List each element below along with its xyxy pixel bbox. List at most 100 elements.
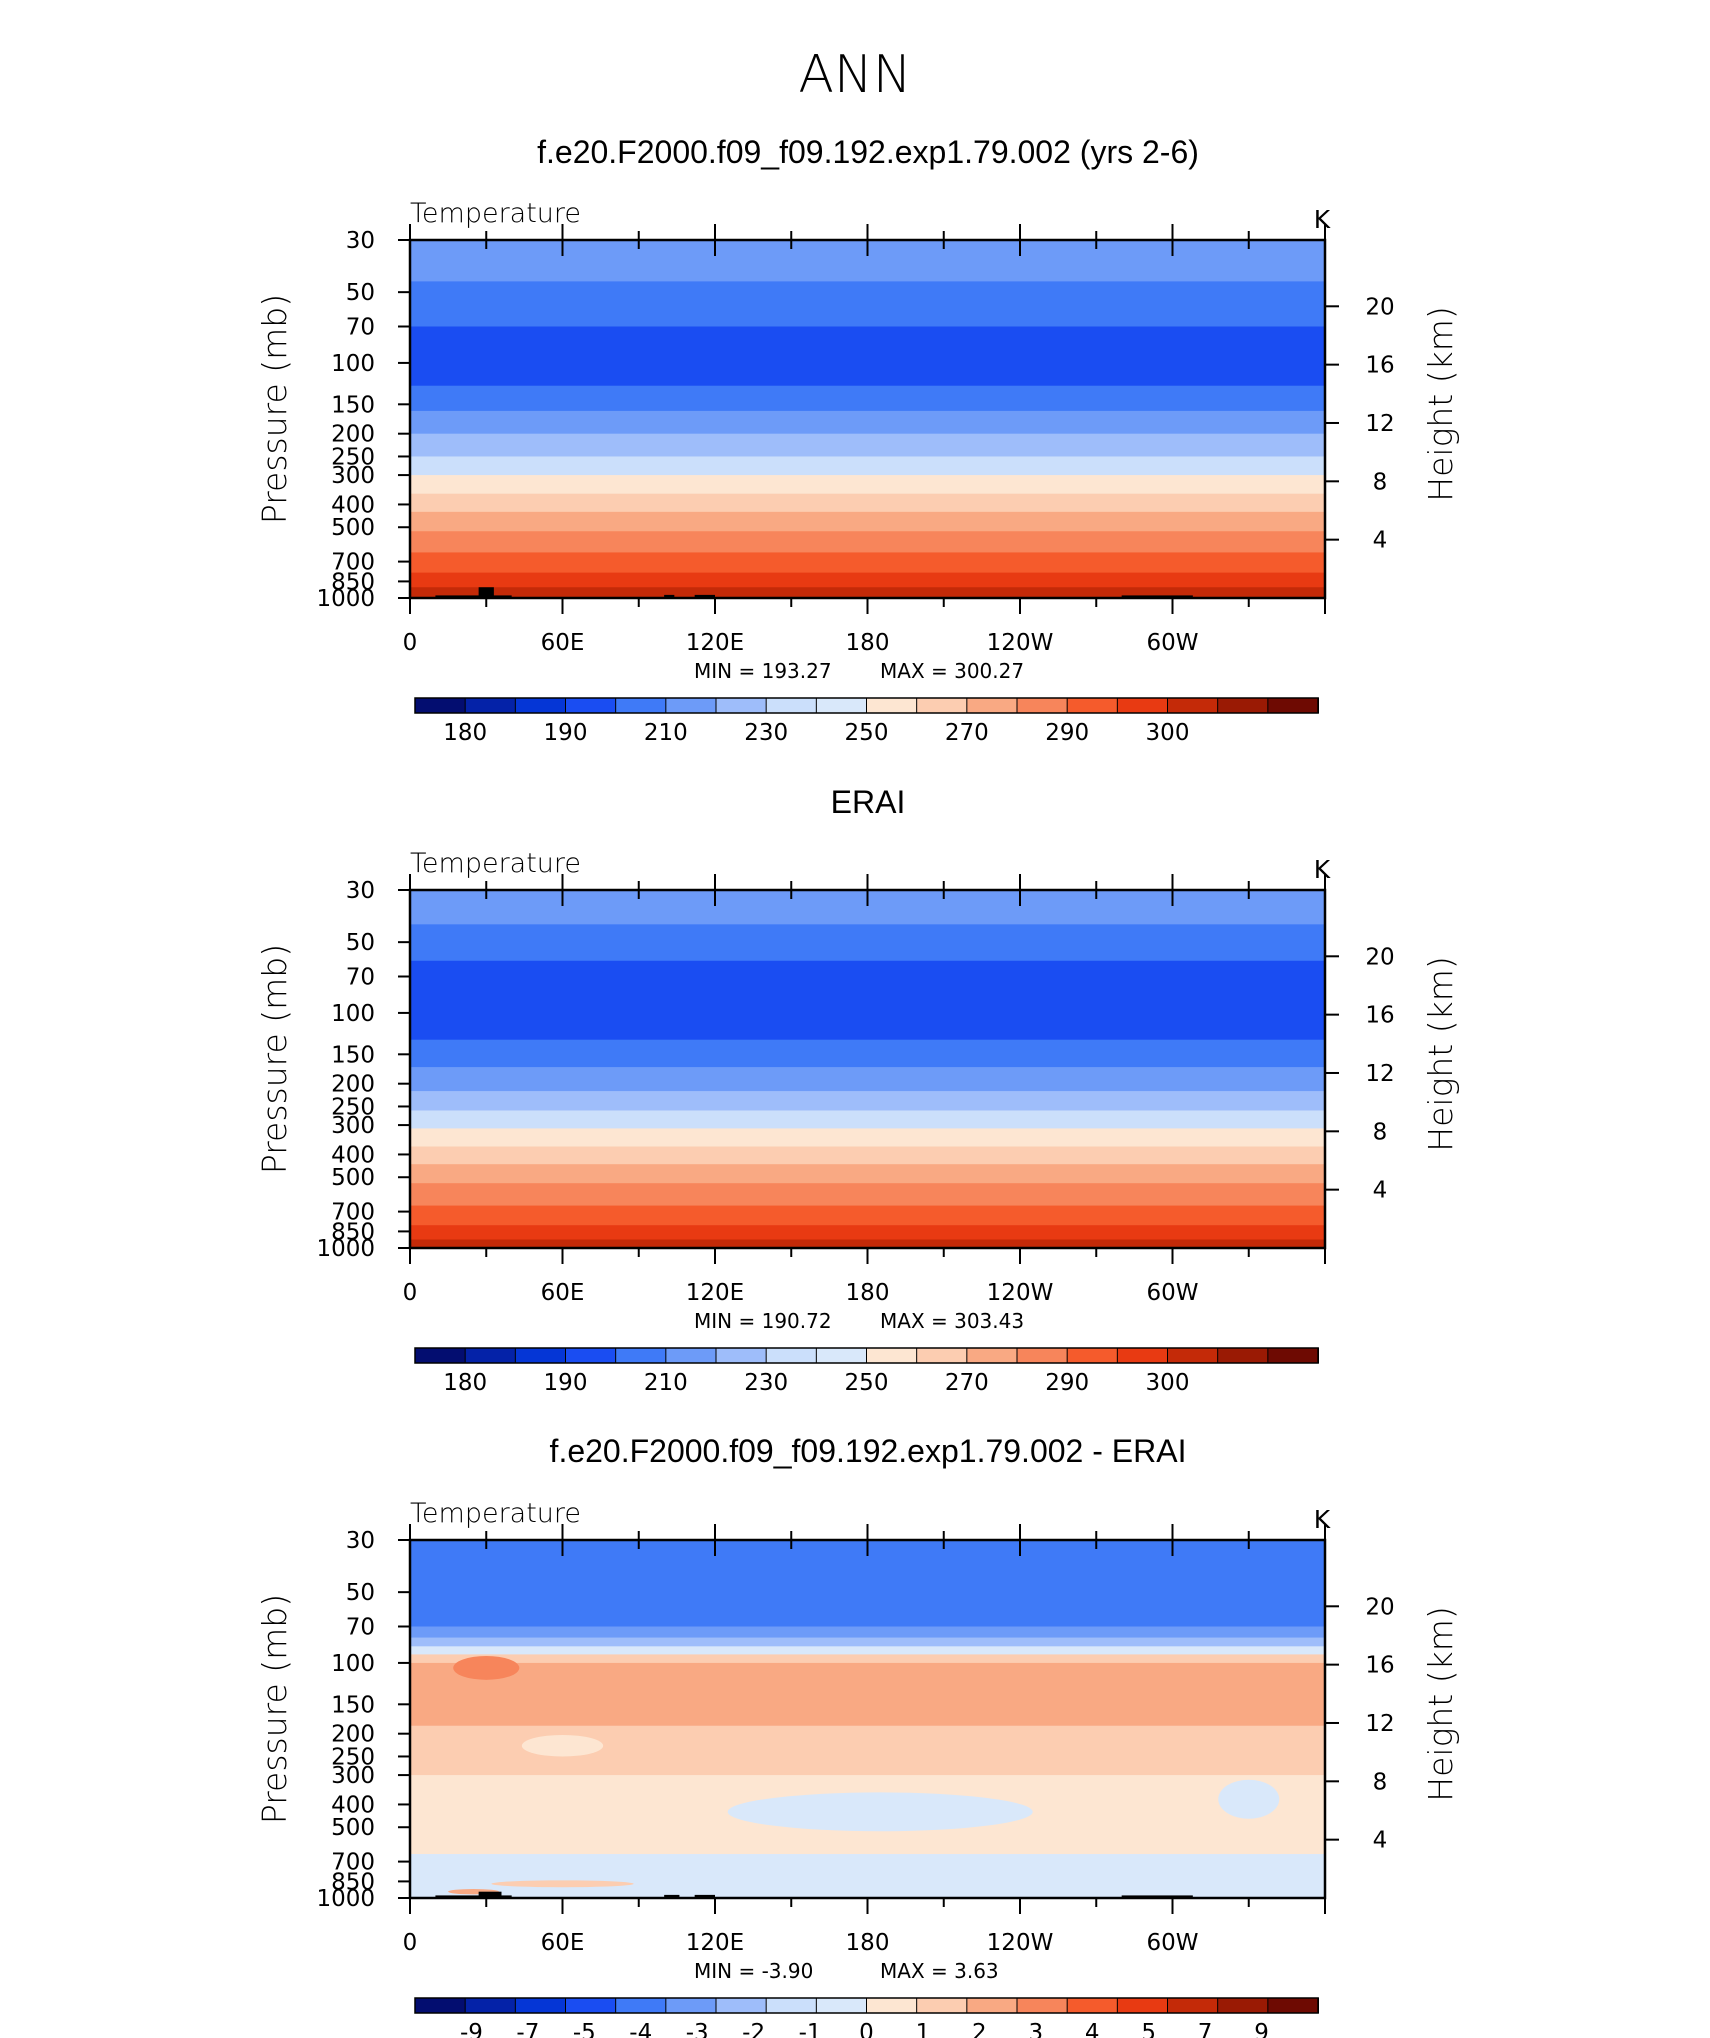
colorbar-frame	[414, 697, 1319, 714]
colorbar-tick-label: 7	[1198, 2020, 1213, 2038]
y-tick-label: 200	[331, 1722, 375, 1748]
colorbar-box	[565, 1997, 617, 2014]
colorbar-box	[665, 1347, 717, 1364]
panel-title: f.e20.F2000.f09_f09.192.exp1.79.002 - ER…	[550, 1433, 1187, 1469]
y-tick-label: 30	[346, 878, 375, 904]
height-tick-label: 4	[1373, 1828, 1388, 1854]
contour-band	[410, 1164, 1325, 1184]
contour-band	[410, 493, 1325, 513]
y-tick-label: 1000	[316, 1886, 375, 1912]
y-tick-label: 100	[331, 351, 375, 377]
max-value-label: MAX = 300.27	[880, 659, 1024, 683]
y-tick-label: 150	[331, 1692, 375, 1718]
contour-band	[410, 531, 1325, 553]
colorbar-box	[765, 1347, 818, 1364]
y-tick-label: 300	[331, 1763, 375, 1789]
y-tick-label: 850	[331, 1869, 375, 1895]
y-axis-label: Pressure (mb)	[255, 944, 294, 1174]
x-tick-label: 180	[846, 630, 890, 656]
contour-band	[410, 433, 1325, 457]
height-tick-label: 20	[1365, 294, 1394, 320]
x-tick-label: 0	[403, 1280, 418, 1306]
x-tick-label: 120E	[686, 1280, 744, 1306]
colorbar-frame	[414, 1347, 1319, 1364]
colorbar-tick-label: 180	[443, 720, 487, 746]
colorbar-box	[866, 1347, 918, 1364]
y-tick-label: 400	[331, 1142, 375, 1168]
colorbar-box	[514, 1997, 567, 2014]
height-tick-label: 12	[1365, 411, 1394, 437]
y-axis-label-right: Height (km)	[1421, 306, 1460, 501]
colorbar-tick-label: 290	[1045, 720, 1089, 746]
height-tick-label: 12	[1365, 1711, 1394, 1737]
colorbar-box	[464, 697, 517, 714]
colorbar-box	[414, 1347, 467, 1364]
units-label: K	[1314, 1505, 1331, 1534]
colorbar-box	[916, 1347, 968, 1364]
contour-band	[410, 1205, 1325, 1226]
land-mask	[478, 1891, 502, 1898]
colorbar-box	[715, 1347, 768, 1364]
colorbar-box	[414, 1997, 467, 2014]
x-tick-label: 60E	[541, 630, 585, 656]
colorbar-tick-label: 270	[945, 720, 989, 746]
x-tick-label: 60W	[1146, 630, 1198, 656]
land-mask	[694, 594, 715, 598]
colorbar-box	[514, 697, 567, 714]
panel-3: f.e20.F2000.f09_f09.192.exp1.79.002 - ER…	[255, 1433, 1460, 2038]
colorbar-box	[1267, 1997, 1320, 2014]
y-tick-label: 500	[331, 515, 375, 541]
contour-band	[410, 1110, 1325, 1129]
colorbar-tick-label: 290	[1045, 1370, 1089, 1396]
height-tick-label: 4	[1373, 1178, 1388, 1204]
colorbar-tick-label: -2	[742, 2020, 765, 2038]
contour-band	[410, 924, 1325, 962]
y-tick-label: 400	[331, 1792, 375, 1818]
colorbar-box	[916, 1997, 968, 2014]
colorbar-box	[1066, 1997, 1119, 2014]
colorbar-box	[1116, 1997, 1169, 2014]
y-tick-label: 100	[331, 1651, 375, 1677]
colorbar-box	[1016, 1997, 1069, 2014]
y-tick-label: 300	[331, 1113, 375, 1139]
anomaly-patch	[453, 1655, 520, 1680]
colorbar-box	[1167, 697, 1219, 714]
colorbar-box	[565, 697, 617, 714]
colorbar-tick-label: 210	[644, 720, 688, 746]
y-tick-label: 250	[331, 444, 375, 470]
anomaly-patch	[491, 1880, 634, 1888]
max-value-label: MAX = 3.63	[880, 1959, 999, 1983]
x-tick-label: 120W	[987, 630, 1054, 656]
y-tick-label: 150	[331, 1042, 375, 1068]
height-tick-label: 12	[1365, 1061, 1394, 1087]
contour-band	[410, 326, 1325, 387]
colorbar-box	[765, 697, 818, 714]
colorbar-box	[1016, 697, 1069, 714]
variable-label: Temperature	[410, 1498, 581, 1529]
colorbar-box	[615, 697, 667, 714]
height-tick-label: 20	[1365, 1594, 1394, 1620]
anomaly-patch	[727, 1792, 1033, 1832]
colorbar-tick-label: -7	[516, 2020, 539, 2038]
land-mask	[435, 595, 512, 598]
colorbar-tick-label: 4	[1085, 2020, 1100, 2038]
y-tick-label: 1000	[316, 586, 375, 612]
colorbar-tick-label: -5	[573, 2020, 596, 2038]
y-tick-label: 700	[331, 550, 375, 576]
y-tick-label: 70	[346, 315, 375, 341]
y-axis-label: Pressure (mb)	[255, 1594, 294, 1824]
colorbar-box	[815, 697, 868, 714]
contour-band	[410, 1239, 1325, 1249]
y-tick-label: 300	[331, 463, 375, 489]
colorbar-tick-label: 9	[1254, 2020, 1269, 2038]
y-tick-label: 100	[331, 1001, 375, 1027]
y-tick-label: 250	[331, 1744, 375, 1770]
colorbar-tick-label: 5	[1141, 2020, 1156, 2038]
colorbar-tick-label: 190	[544, 1370, 588, 1396]
y-tick-label: 850	[331, 569, 375, 595]
height-tick-label: 8	[1373, 1769, 1388, 1795]
colorbar-box	[1016, 1347, 1069, 1364]
panels-container: f.e20.F2000.f09_f09.192.exp1.79.002 (yrs…	[255, 134, 1460, 2038]
colorbar-box	[414, 697, 467, 714]
y-tick-label: 700	[331, 1850, 375, 1876]
